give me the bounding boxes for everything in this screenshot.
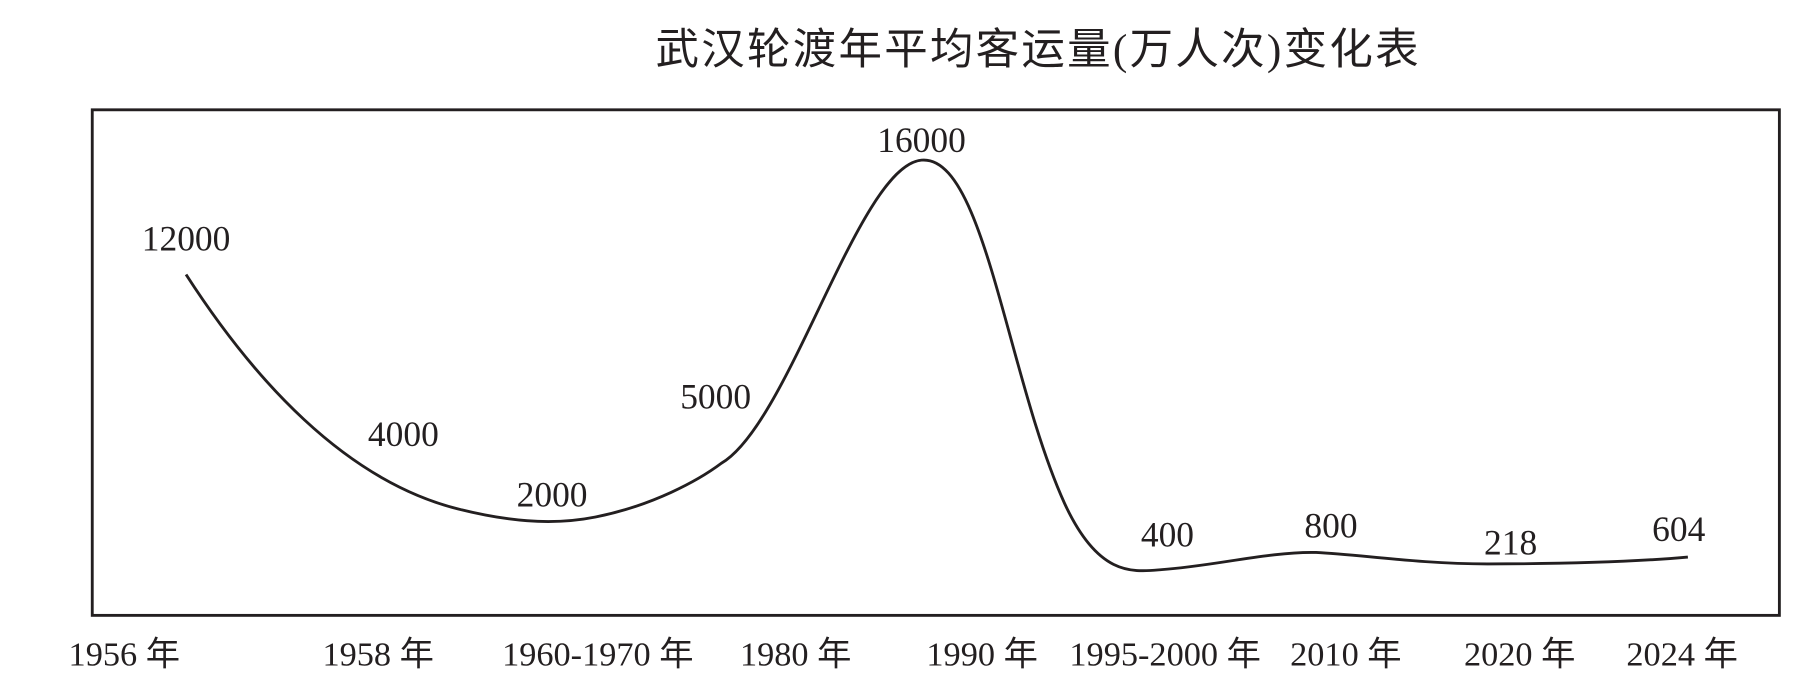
- x-tick-label: 1958 年: [322, 636, 433, 674]
- data-label: 218: [1484, 523, 1537, 563]
- data-label: 2000: [517, 475, 588, 515]
- data-label: 4000: [368, 414, 439, 454]
- x-tick-label: 2020 年: [1464, 636, 1575, 674]
- plot-frame: [90, 108, 1781, 617]
- data-label: 16000: [877, 120, 966, 160]
- x-tick-label: 2024 年: [1626, 636, 1737, 674]
- x-tick-label: 1980 年: [740, 636, 851, 674]
- chart-title: 武汉轮渡年平均客运量(万人次)变化表: [656, 26, 1421, 74]
- data-label: 12000: [142, 218, 231, 258]
- x-tick-label: 2010 年: [1290, 636, 1401, 674]
- x-tick-label: 1960-1970 年: [502, 636, 693, 674]
- data-label: 800: [1304, 506, 1357, 546]
- x-tick-label: 1956 年: [69, 636, 180, 674]
- data-label: 5000: [680, 376, 751, 416]
- data-label: 400: [1141, 515, 1194, 555]
- series-line: [184, 158, 1689, 573]
- x-tick-label: 1995-2000 年: [1069, 636, 1260, 674]
- x-tick-label: 1990 年: [926, 636, 1037, 674]
- data-label: 604: [1652, 509, 1705, 549]
